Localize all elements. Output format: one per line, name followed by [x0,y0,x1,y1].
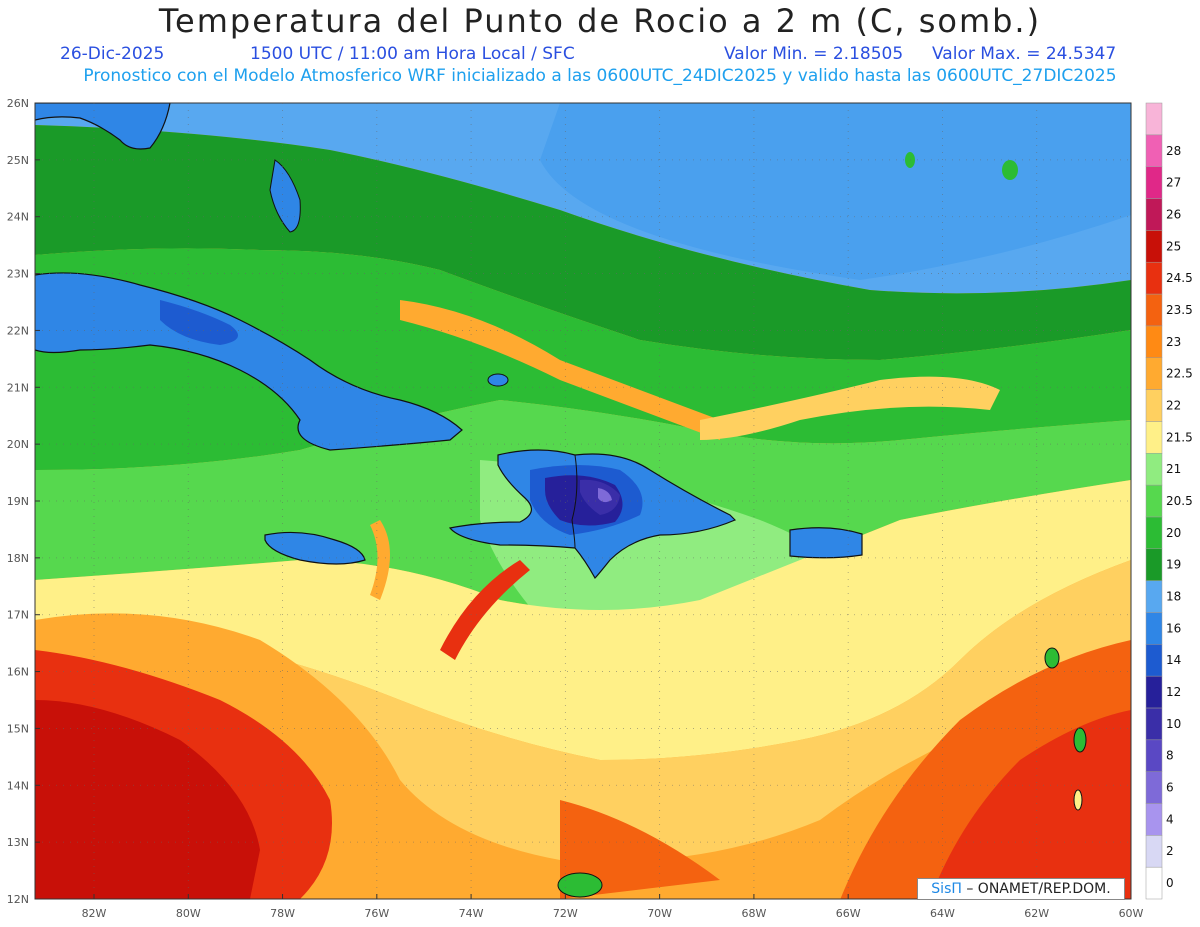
lon-label: 82W [82,907,107,920]
colorbar-label: 21.5 [1166,430,1193,444]
lat-label: 13N [7,836,29,849]
lon-label: 72W [553,907,578,920]
colorbar-label: 21 [1166,462,1181,476]
lon-label: 68W [741,907,766,920]
colorbar-swatch [1145,421,1163,454]
colorbar-label: 28 [1166,144,1181,158]
colorbar-swatch [1145,357,1163,390]
colorbar-swatch [1145,612,1163,645]
colorbar-swatch [1145,548,1163,581]
lat-label: 15N [7,722,29,735]
colorbar-swatch [1145,102,1163,136]
lon-label: 74W [459,907,484,920]
lat-label: 18N [7,552,29,565]
colorbar-label: 23.5 [1166,303,1193,317]
colorbar-label: 22 [1166,398,1181,412]
colorbar-swatch [1145,325,1163,358]
colorbar-swatch [1145,389,1163,422]
lat-label: 19N [7,495,29,508]
colorbar-label: 2 [1166,844,1174,858]
colorbar-label: 23 [1166,335,1181,349]
colorbar-label: 14 [1166,653,1181,667]
lon-label: 76W [364,907,389,920]
forecast-date: 26-Dic-2025 [60,44,165,64]
colorbar-swatch [1145,452,1163,486]
lat-lon-grid [35,103,1131,899]
credit-box: SisΠ – ONAMET/REP.DOM. [917,878,1125,900]
lon-label: 80W [176,907,201,920]
colorbar-swatch [1145,484,1163,518]
lon-label: 78W [270,907,295,920]
colorbar-swatch [1145,580,1163,613]
latitude-axis: 26N 25N 24N 23N 22N 21N 20N 19N 18N 17N 16N 15N 14N 1… [7,97,40,906]
colorbar-label: 18 [1166,590,1181,604]
colorbar-swatch [1145,866,1163,900]
lat-label: 14N [7,779,29,792]
lon-label: 66W [836,907,861,920]
lon-label: 60W [1119,907,1144,920]
colorbar-label: 10 [1166,717,1181,731]
colorbar-swatch [1145,166,1163,199]
colorbar: 0 2 4 6 8 10 12 14 16 18 19 20 20.5 21 21.5 22 22.5 23 23.… [1145,102,1193,900]
colorbar-label: 19 [1166,558,1181,572]
map-title: Temperatura del Punto de Rocio a 2 m (C,… [158,2,1042,40]
colorbar-swatch [1145,707,1163,741]
colorbar-swatch [1145,675,1163,709]
lat-label: 24N [7,211,29,224]
colorbar-swatch [1145,198,1163,231]
sispi-logo: SisΠ [931,881,962,897]
colorbar-swatch [1145,771,1163,804]
lat-label: 20N [7,438,29,451]
lon-label: 62W [1024,907,1049,920]
colorbar-swatch [1145,835,1163,868]
lon-label: 70W [647,907,672,920]
colorbar-swatch [1145,134,1163,167]
credit-text: – ONAMET/REP.DOM. [966,881,1111,897]
lat-label: 21N [7,381,29,394]
colorbar-swatch [1145,261,1163,295]
colorbar-label: 22.5 [1166,367,1193,381]
longitude-axis: 82W 80W 78W 76W 74W 72W 70W 68W 66W 64W 62W 60W [82,894,1144,920]
colorbar-label: 16 [1166,621,1181,635]
colorbar-label: 6 [1166,781,1174,795]
dewpoint-map: 26N 25N 24N 23N 22N 21N 20N 19N 18N 17N 16N 15N 14N 1… [7,97,1193,920]
colorbar-label: 27 [1166,176,1181,190]
lat-label: 22N [7,324,29,337]
forecast-time: 1500 UTC / 11:00 am Hora Local / SFC [250,44,575,64]
colorbar-label: 4 [1166,812,1174,826]
colorbar-label: 0 [1166,876,1174,890]
colorbar-swatch [1145,739,1163,772]
lat-label: 26N [7,97,29,110]
colorbar-label: 20.5 [1166,494,1193,508]
colorbar-label: 12 [1166,685,1181,699]
lon-label: 64W [930,907,955,920]
colorbar-swatch [1145,803,1163,836]
dewpoint-field [35,103,1131,899]
lat-label: 25N [7,154,29,167]
colorbar-swatch [1145,293,1163,327]
max-value: Valor Max. = 24.5347 [932,44,1117,64]
model-info: Pronostico con el Modelo Atmosferico WRF… [83,66,1117,86]
colorbar-label: 26 [1166,207,1181,221]
colorbar-swatch [1145,516,1163,550]
min-value: Valor Min. = 2.18505 [724,44,904,64]
colorbar-swatch [1145,644,1163,677]
lat-label: 12N [7,893,29,906]
colorbar-label: 20 [1166,526,1181,540]
lat-label: 17N [7,609,29,622]
colorbar-label: 25 [1166,239,1181,253]
lat-label: 16N [7,666,29,679]
colorbar-swatch [1145,230,1163,263]
colorbar-label: 8 [1166,749,1174,763]
colorbar-label: 24.5 [1166,271,1193,285]
lat-label: 23N [7,268,29,281]
